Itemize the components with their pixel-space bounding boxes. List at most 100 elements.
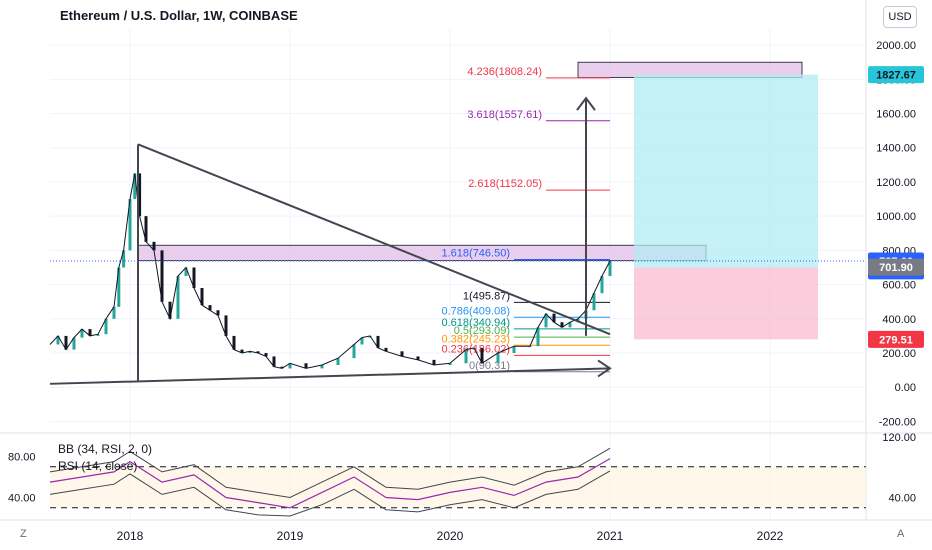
rsi-band-fill <box>50 466 866 508</box>
candle <box>352 344 356 359</box>
fib-label: 4.236(1808.24) <box>467 66 542 78</box>
candle <box>568 322 572 328</box>
rsi-indicator-label[interactable]: RSI (14, close) <box>58 459 138 473</box>
fib-label: 3.618(1557.61) <box>467 109 542 121</box>
candle <box>96 334 100 336</box>
y-tick-label: 1600.00 <box>876 109 916 121</box>
candle <box>336 358 340 365</box>
profit-zone[interactable] <box>634 74 818 268</box>
candle <box>360 337 364 345</box>
candle <box>384 347 388 352</box>
candle <box>72 337 76 350</box>
price-tag <box>868 330 924 348</box>
candle <box>176 276 180 319</box>
candle <box>480 347 484 364</box>
rsi-y-tick: 80.00 <box>8 452 36 464</box>
candle <box>240 349 244 354</box>
price-tag-label: 701.90 <box>879 262 913 274</box>
fib-label: 2.618(1152.05) <box>468 178 542 190</box>
x-tick-label: 2018 <box>117 529 144 543</box>
fib-label: 0.618(340.94) <box>442 317 511 329</box>
price-tag-label: 1827.67 <box>876 70 916 82</box>
candle <box>56 335 60 345</box>
y-tick-label: 2000.00 <box>876 40 916 52</box>
candle <box>512 346 516 354</box>
fib-label: 0.236(186.02) <box>442 343 511 355</box>
candle <box>208 305 212 311</box>
fib-label: 0.786(409.08) <box>442 305 511 317</box>
fib-label: 0.382(245.23) <box>442 333 511 345</box>
candle <box>320 364 324 369</box>
y-tick-label: 0.00 <box>895 382 916 394</box>
bb-upper <box>49 447 611 499</box>
candle <box>80 329 84 338</box>
candle <box>600 276 604 294</box>
fib-label: 1(495.87) <box>463 290 510 302</box>
candle <box>200 288 204 306</box>
candle <box>128 199 132 251</box>
candle <box>122 250 126 268</box>
candle <box>272 356 276 367</box>
candle <box>117 267 121 307</box>
candle <box>133 173 137 200</box>
bb-indicator-label[interactable]: BB (34, RSI, 2, 0) <box>58 442 153 456</box>
candle <box>608 261 612 277</box>
rsi-y-tick: 40.00 <box>8 493 36 505</box>
candle <box>496 353 500 364</box>
y-tick-label: 1200.00 <box>876 177 916 189</box>
candle <box>138 173 142 217</box>
candle <box>160 250 164 302</box>
candle <box>216 310 220 316</box>
fib-label: 0(90.31) <box>469 360 510 372</box>
candle <box>288 363 292 369</box>
candle <box>264 353 268 357</box>
y-tick-label: 200.00 <box>882 348 916 360</box>
price-line <box>49 173 611 369</box>
arrow-head-up <box>576 96 596 111</box>
candle <box>400 351 404 357</box>
candle <box>168 301 172 319</box>
price-tag-label: 279.51 <box>879 334 913 346</box>
y-tick-label: 1000.00 <box>876 211 916 223</box>
candle <box>184 267 188 277</box>
candle <box>376 335 380 348</box>
rsi-axis-tick: 120.00 <box>882 432 916 444</box>
rsi-axis-tick: 40.00 <box>888 493 916 505</box>
timezone-button[interactable]: Z <box>20 528 27 540</box>
candle <box>448 363 452 365</box>
candle <box>104 318 108 335</box>
candle <box>416 356 420 360</box>
candle <box>544 313 548 328</box>
price-tag <box>868 66 924 84</box>
currency-button[interactable]: USD <box>883 6 917 28</box>
candle <box>552 313 556 323</box>
support-line[interactable] <box>49 367 611 385</box>
y-tick-label: 400.00 <box>882 314 916 326</box>
x-tick-label: 2021 <box>597 529 624 543</box>
candle <box>112 306 116 319</box>
candle <box>536 327 540 347</box>
price-tag <box>868 258 924 276</box>
candle <box>192 267 196 289</box>
stop-zone[interactable] <box>634 267 818 340</box>
auto-scale-button[interactable]: A <box>897 528 905 540</box>
candle <box>304 363 308 369</box>
x-tick-label: 2022 <box>757 529 784 543</box>
arrow-head-right <box>597 359 612 378</box>
candle <box>256 351 260 354</box>
candle <box>88 329 92 336</box>
candle <box>280 366 284 369</box>
candle <box>224 315 228 336</box>
resistance-line[interactable] <box>137 143 611 336</box>
candle <box>248 351 252 354</box>
y-tick-label: 1400.00 <box>876 143 916 155</box>
fib-label: 0.5(293.09) <box>454 325 510 337</box>
candle <box>152 241 156 251</box>
rsi-line <box>49 458 611 509</box>
bb-lower <box>49 470 611 517</box>
candle <box>144 216 148 242</box>
x-tick-label: 2019 <box>277 529 304 543</box>
candle <box>592 293 596 311</box>
fib-label: 1.618(746.50) <box>442 248 511 260</box>
